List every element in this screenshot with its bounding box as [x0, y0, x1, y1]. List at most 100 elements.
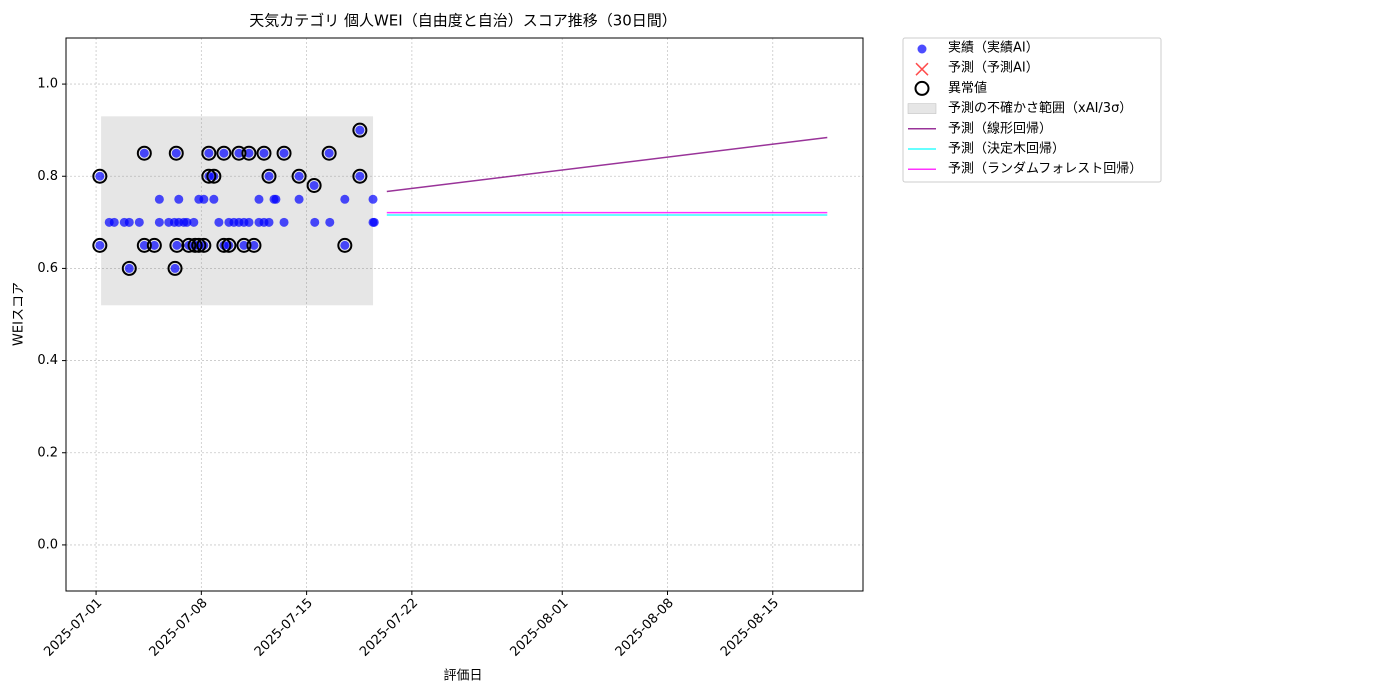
y-tick-label: 0.2 — [37, 445, 58, 460]
actual-point — [139, 240, 149, 250]
anomaly-ring — [201, 145, 217, 161]
legend-marker — [915, 62, 929, 76]
legend-label: 異常値 — [948, 80, 987, 96]
actual-point — [219, 148, 229, 158]
anomaly-ring — [337, 237, 353, 253]
anomaly-ring — [92, 237, 108, 253]
actual-point — [239, 240, 249, 250]
actual-point — [214, 217, 224, 227]
anomaly-ring — [321, 145, 337, 161]
actual-point — [204, 148, 214, 158]
actual-point — [249, 240, 259, 250]
y-tick-label: 0.4 — [37, 353, 58, 368]
actual-point — [154, 194, 164, 204]
anomaly-ring — [206, 168, 222, 184]
actual-point — [279, 148, 289, 158]
actual-point — [124, 217, 134, 227]
chart-title: 天気カテゴリ 個人WEI（自由度と自治）スコア推移（30日間） — [249, 12, 677, 30]
legend-label: 予測の不確かさ範囲（xAI/3σ） — [948, 100, 1132, 116]
x-axis-label: 評価日 — [443, 669, 482, 684]
y-tick-label: 0.6 — [37, 261, 58, 276]
anomaly-ring — [146, 237, 162, 253]
actual-point — [355, 171, 365, 181]
actual-point — [259, 148, 269, 158]
y-tick-label: 0.8 — [37, 169, 58, 184]
actual-point — [309, 180, 319, 190]
actual-point — [264, 171, 274, 181]
actual-point — [149, 240, 159, 250]
actual-point — [189, 217, 199, 227]
anomaly-ring — [276, 145, 292, 161]
actual-point — [172, 240, 182, 250]
anomaly-ring — [121, 260, 137, 276]
actual-point — [209, 194, 219, 204]
anomaly-ring — [187, 237, 203, 253]
anomaly-ring — [216, 237, 232, 253]
actual-point — [224, 240, 234, 250]
actual-point — [254, 194, 264, 204]
anomaly-ring — [261, 168, 277, 184]
legend-marker — [917, 44, 927, 54]
actual-point — [271, 194, 281, 204]
actual-point — [340, 194, 350, 204]
actual-point — [182, 217, 192, 227]
legend-box — [902, 37, 1162, 183]
anomaly-ring — [191, 237, 207, 253]
actual-point — [170, 263, 180, 273]
anomaly-ring — [231, 145, 247, 161]
y-tick-label: 1.0 — [37, 77, 58, 92]
actual-point — [355, 125, 365, 135]
actual-point — [174, 194, 184, 204]
anomaly-ring — [256, 145, 272, 161]
anomaly-ring — [169, 237, 185, 253]
actual-point — [139, 148, 149, 158]
plot-frame — [65, 37, 864, 592]
actual-point — [244, 148, 254, 158]
legend-label: 予測（予測AI） — [948, 61, 1039, 76]
actual-point — [134, 217, 144, 227]
actual-point — [324, 148, 334, 158]
actual-point — [340, 240, 350, 250]
legend-label: 予測（決定木回帰） — [948, 141, 1065, 157]
actual-point — [368, 194, 378, 204]
actual-point — [325, 217, 335, 227]
actual-point — [171, 148, 181, 158]
uncertainty-band — [101, 116, 374, 306]
anomaly-ring — [291, 168, 307, 184]
legend-label: 実績（実績AI） — [948, 40, 1039, 56]
anomaly-ring — [221, 237, 237, 253]
y-tick-label: 0.0 — [37, 537, 58, 552]
anomaly-ring — [201, 168, 217, 184]
actual-point — [154, 217, 164, 227]
anomaly-ring — [181, 237, 197, 253]
anomaly-ring — [352, 122, 368, 138]
actual-point — [209, 171, 219, 181]
actual-point — [294, 171, 304, 181]
anomaly-ring — [241, 145, 257, 161]
anomaly-ring — [352, 168, 368, 184]
anomaly-ring — [246, 237, 262, 253]
anomaly-ring — [196, 237, 212, 253]
actual-point — [310, 217, 320, 227]
legend-label: 予測（ランダムフォレスト回帰） — [948, 161, 1142, 177]
actual-point — [264, 217, 274, 227]
anomaly-ring — [306, 177, 322, 193]
anomaly-ring — [136, 237, 152, 253]
actual-point — [124, 263, 134, 273]
anomaly-ring — [236, 237, 252, 253]
legend-marker — [907, 103, 937, 114]
anomaly-ring — [167, 260, 183, 276]
legend-marker — [914, 80, 930, 96]
legend-label: 予測（線形回帰） — [948, 120, 1052, 136]
actual-point — [369, 217, 379, 227]
anomaly-ring — [136, 145, 152, 161]
forecast-line — [386, 136, 828, 193]
anomaly-ring — [216, 145, 232, 161]
actual-point — [95, 171, 105, 181]
y-axis-label: WEIスコア — [12, 282, 27, 346]
actual-point — [199, 194, 209, 204]
actual-point — [234, 148, 244, 158]
actual-point — [279, 217, 289, 227]
